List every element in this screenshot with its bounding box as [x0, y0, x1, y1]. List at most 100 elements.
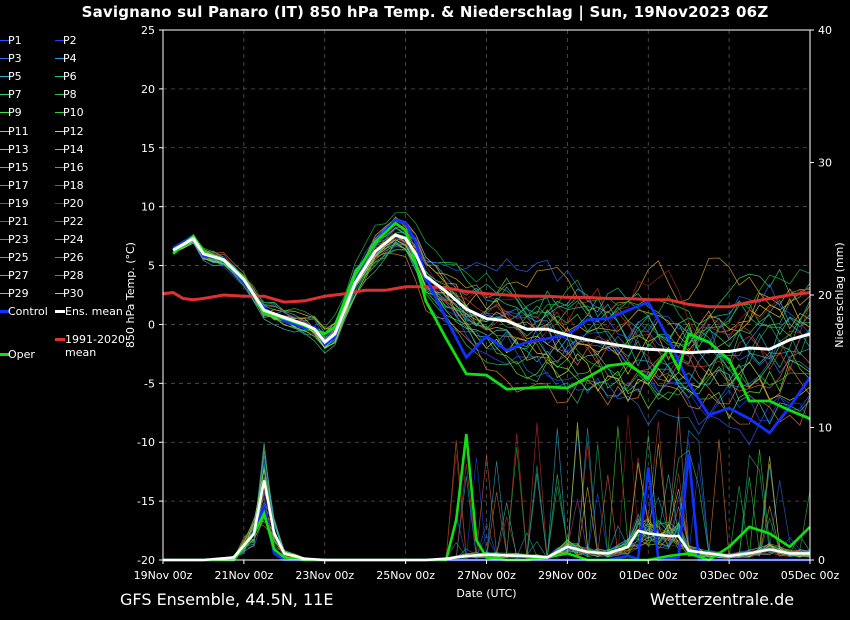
- legend-label: P12: [63, 124, 84, 138]
- legend-swatch: [55, 239, 65, 241]
- chart-title: Savignano sul Panaro (IT) 850 hPa Temp. …: [81, 3, 769, 21]
- y-tick-label: -20: [137, 554, 155, 567]
- legend-swatch: [55, 293, 65, 295]
- member-line-p14: [172, 216, 811, 330]
- y-tick-label: 20: [141, 83, 155, 96]
- legend-swatch: [0, 94, 10, 96]
- y-tick-label: 10: [141, 201, 155, 214]
- legend-swatch: [55, 221, 65, 222]
- legend-label: P9: [8, 106, 22, 120]
- legend-label: P23: [8, 233, 29, 247]
- legend-label: P26: [63, 251, 84, 265]
- legend-label: P17: [8, 178, 29, 192]
- legend-label: 1991-2020 mean: [65, 333, 125, 359]
- y2-axis-label: Niederschlag (mm): [833, 242, 846, 347]
- member-line-p6: [172, 235, 811, 345]
- footer-site: Wetterzentrale.de: [650, 590, 795, 609]
- legend-swatch: [0, 40, 10, 41]
- legend-swatch: [55, 275, 65, 277]
- legend-label: P6: [63, 70, 77, 84]
- legend-swatch: [0, 184, 10, 186]
- legend-swatch: [55, 310, 65, 313]
- y2-tick-label: 0: [818, 554, 825, 567]
- legend-swatch: [55, 148, 65, 150]
- y-tick-label: -10: [137, 436, 155, 449]
- legend-swatch: [0, 166, 10, 168]
- legend-swatch: [0, 293, 10, 295]
- legend-swatch: [0, 221, 10, 222]
- legend-label: P13: [8, 142, 29, 156]
- y-tick-label: 5: [148, 260, 155, 273]
- chart-legend: P1 P2 P3 P4 P5 P6 P7 P8 P9 P10 P11 P12 P13 P14 P15 P16 P…: [0, 34, 130, 364]
- legend-swatch: [0, 76, 10, 78]
- y-tick-label: -5: [144, 377, 155, 390]
- legend-swatch: [55, 94, 65, 96]
- grid-lines: [163, 30, 810, 560]
- legend-swatch: [55, 76, 65, 78]
- legend-label: P1: [8, 34, 22, 47]
- legend-label: P2: [63, 34, 77, 47]
- legend-label: Control: [8, 305, 48, 318]
- x-tick-label: 21Nov 00z: [215, 569, 274, 582]
- legend-label: P14: [63, 142, 84, 156]
- member-line-p17: [172, 225, 811, 392]
- y-tick-label: 0: [148, 318, 155, 331]
- y-tick-label: 15: [141, 142, 155, 155]
- legend-label: P27: [8, 269, 29, 283]
- x-tick-label: 23Nov 00z: [295, 569, 354, 582]
- x-axis-label: Date (UTC): [456, 587, 516, 600]
- oper-line: [172, 221, 811, 420]
- y2-tick-label: 10: [818, 422, 832, 435]
- legend-swatch: [0, 310, 10, 313]
- member-line-p27: [172, 231, 811, 349]
- legend-label: P28: [63, 269, 84, 283]
- legend-label: P30: [63, 287, 84, 301]
- legend-label: P25: [8, 251, 29, 265]
- legend-swatch: [55, 202, 65, 204]
- member-line-p21: [172, 220, 811, 344]
- member-line-p13: [172, 233, 811, 348]
- legend-swatch: [0, 239, 10, 241]
- legend-label: P5: [8, 70, 22, 84]
- legend-swatch: [55, 166, 65, 168]
- x-tick-label: 29Nov 00z: [538, 569, 597, 582]
- legend-label: Ens. mean: [65, 305, 123, 318]
- y2-tick-label: 30: [818, 157, 832, 170]
- legend-swatch: [55, 338, 65, 341]
- x-tick-label: 03Dec 00z: [700, 569, 759, 582]
- legend-swatch: [0, 112, 10, 114]
- legend-swatch: [55, 58, 65, 60]
- x-tick-label: 25Nov 00z: [376, 569, 435, 582]
- y2-tick-label: 40: [818, 24, 832, 37]
- legend-label: P19: [8, 196, 29, 210]
- member-precip-p30: [163, 422, 811, 561]
- x-tick-label: 05Dec 00z: [781, 569, 840, 582]
- legend-swatch: [55, 257, 65, 259]
- legend-label: P15: [8, 160, 29, 174]
- legend-swatch: [0, 275, 10, 277]
- legend-label: P4: [63, 52, 77, 66]
- member-line-p24: [172, 227, 811, 425]
- axes: -20 -15 -10 -5 0 5 10 15 20 25 0 10 20 30 40 19Nov 00z 2…: [124, 24, 846, 600]
- legend-swatch: [55, 130, 65, 132]
- legend-swatch: [0, 130, 10, 132]
- member-line-p28: [172, 211, 811, 355]
- legend-swatch: [55, 112, 65, 114]
- legend-swatch: [0, 353, 10, 356]
- legend-label: P16: [63, 160, 84, 174]
- legend-swatch: [55, 184, 65, 186]
- legend-swatch: [0, 58, 10, 60]
- y-tick-label: -15: [137, 495, 155, 508]
- x-tick-label: 27Nov 00z: [457, 569, 516, 582]
- legend-label: Oper: [8, 348, 35, 361]
- member-line-p15: [172, 241, 811, 410]
- legend-label: P8: [63, 88, 77, 102]
- member-line-p22: [172, 241, 811, 436]
- footer-source: GFS Ensemble, 44.5N, 11E: [120, 590, 334, 609]
- legend-label: P11: [8, 124, 29, 138]
- ens-mean-line: [172, 233, 811, 355]
- legend-label: P22: [63, 215, 84, 228]
- legend-swatch: [0, 148, 10, 150]
- legend-swatch: [55, 40, 65, 41]
